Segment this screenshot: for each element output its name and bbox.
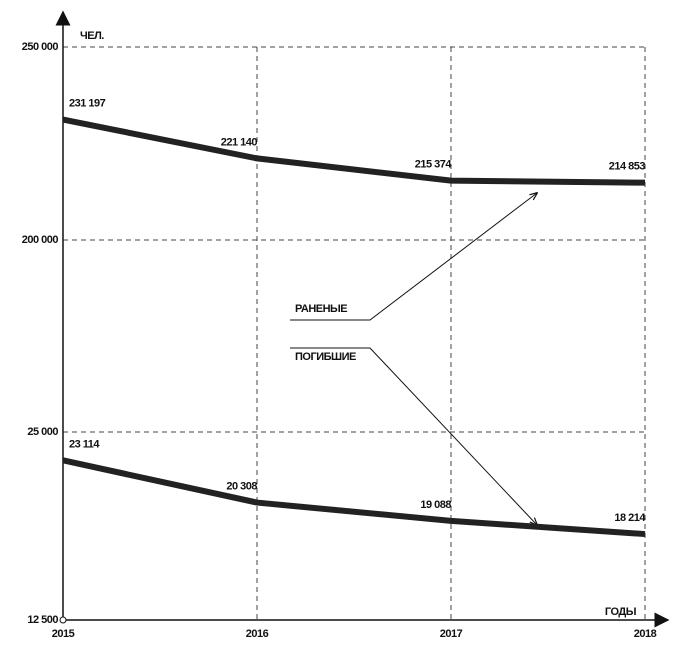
- data-label: 221 140: [221, 136, 258, 148]
- data-line: [62, 457, 646, 538]
- data-label: 19 088: [420, 499, 451, 511]
- series-label: ПОГИБШИЕ: [295, 351, 356, 363]
- data-label: 23 114: [69, 438, 100, 450]
- data-line: [62, 116, 646, 186]
- data-label: 231 197: [69, 97, 106, 109]
- y-axis-label: ЧЕЛ.: [80, 30, 104, 42]
- data-label: 214 853: [609, 161, 646, 173]
- x-tick-label: 2017: [440, 628, 463, 640]
- y-tick-label: 250 000: [22, 41, 59, 53]
- series-label: РАНЕНЫЕ: [295, 303, 347, 315]
- origin: [59, 616, 67, 624]
- x-axis-label: ГОДЫ: [605, 606, 637, 618]
- x-tick-label: 2018: [634, 628, 657, 640]
- y-tick-label: 12 500: [27, 614, 58, 626]
- data-label: 18 214: [614, 512, 646, 524]
- y-tick-label: 25 000: [27, 426, 58, 438]
- annotation-arrow: [290, 347, 537, 525]
- x-tick-label: 2015: [52, 628, 75, 640]
- annotation-arrow: [290, 193, 537, 321]
- y-tick-label: 200 000: [22, 234, 59, 246]
- x-tick-label: 2016: [246, 628, 269, 640]
- grid: [63, 46, 646, 620]
- data-label: 20 308: [226, 480, 257, 492]
- data-label: 215 374: [415, 159, 453, 171]
